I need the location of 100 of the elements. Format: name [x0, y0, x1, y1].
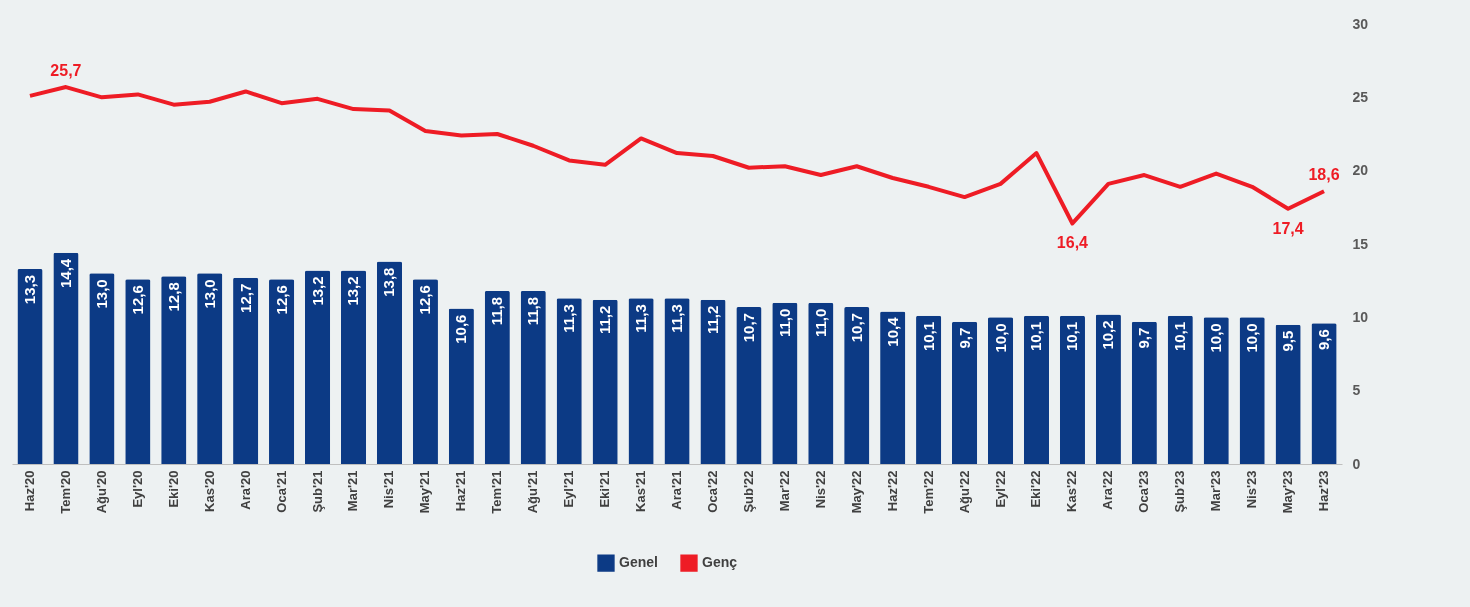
x-tick-label: Şub'23 [1172, 470, 1188, 513]
x-tick-label: Mar'21 [345, 470, 361, 512]
data-label: 10,1 [1171, 321, 1189, 352]
x-tick-label: Eki'21 [597, 470, 613, 508]
bar [376, 261, 403, 464]
x-tick-label: Mar'23 [1208, 470, 1224, 512]
x-tick-label: Haz'20 [21, 470, 37, 512]
data-label: 11,2 [596, 305, 614, 335]
y-tick-label: 5 [1352, 382, 1361, 399]
bar [880, 311, 906, 464]
data-label: 12,6 [128, 285, 146, 315]
data-label: 9,6 [1315, 329, 1333, 351]
bar [89, 273, 115, 464]
data-label: 13,0 [92, 279, 110, 309]
bar [269, 279, 295, 464]
data-label: 11,0 [775, 308, 793, 338]
data-label: 11,8 [524, 296, 542, 326]
bar [484, 290, 510, 464]
data-label: 13,3 [20, 274, 38, 305]
bar [161, 276, 187, 464]
bar [1023, 315, 1050, 464]
x-tick-label: Oca'22 [704, 470, 720, 513]
data-label: 11,3 [632, 304, 650, 333]
data-label: 25,7 [50, 62, 82, 80]
data-label: 14,4 [56, 258, 74, 288]
y-tick-label: 30 [1352, 15, 1369, 32]
x-tick-label: Eki'22 [1028, 470, 1044, 508]
data-label: 11,0 [811, 308, 829, 338]
bar [1239, 317, 1265, 464]
data-label: 17,4 [1272, 219, 1304, 237]
x-tick-label: Kas'22 [1064, 470, 1080, 512]
y-tick-label: 25 [1352, 88, 1369, 105]
x-tick-label: Ağu'21 [525, 470, 541, 514]
data-label: 13,2 [344, 276, 362, 306]
bar [448, 308, 474, 464]
bar [556, 298, 582, 464]
bar [772, 302, 798, 464]
bar [1275, 324, 1301, 464]
x-tick-label: Mar'22 [776, 470, 792, 512]
x-tick-label: Eyl'22 [992, 470, 1008, 508]
bar [1059, 315, 1085, 464]
x-tick-label: Oca'23 [1136, 470, 1152, 513]
data-label: 10,0 [991, 323, 1009, 353]
bar [233, 277, 259, 464]
bar [17, 268, 43, 464]
x-tick-label: Eki'20 [165, 470, 181, 508]
x-tick-label: Nis'21 [381, 470, 397, 509]
bar [125, 279, 151, 464]
data-label: 13,2 [308, 276, 326, 306]
data-label: 18,6 [1308, 166, 1340, 184]
x-tick-label: Ağu'20 [93, 470, 109, 514]
x-tick-label: Ara'21 [669, 470, 684, 510]
bar [1167, 315, 1193, 464]
bar [304, 270, 331, 464]
x-tick-label: Haz'22 [884, 470, 900, 512]
bar [340, 270, 367, 464]
x-tick-label: Nis'22 [812, 470, 828, 509]
y-tick-label: 10 [1352, 308, 1369, 325]
data-label: 11,8 [488, 296, 506, 326]
data-label: 16,4 [1056, 234, 1089, 252]
bar [1131, 321, 1157, 464]
bar [592, 299, 618, 464]
bar [664, 298, 690, 464]
x-tick-label: Kas'21 [633, 470, 649, 512]
x-tick-label: Şub'22 [740, 470, 756, 513]
bar [412, 279, 438, 464]
x-tick-label: Ağu'22 [956, 470, 972, 514]
bar [628, 298, 654, 464]
x-tick-label: May'23 [1280, 470, 1296, 514]
data-label: 12,6 [272, 285, 290, 315]
data-label: 10,6 [452, 314, 470, 344]
bar [916, 315, 942, 464]
data-label: 11,3 [560, 304, 578, 333]
data-label: 10,1 [919, 321, 937, 352]
data-label: 12,8 [164, 282, 182, 312]
x-tick-label: Oca'21 [273, 470, 289, 513]
data-label: 9,7 [955, 327, 973, 349]
y-tick-label: 0 [1352, 455, 1361, 472]
data-label: 13,0 [200, 279, 218, 309]
x-tick-label: Nis'23 [1244, 470, 1260, 509]
x-tick-label: Eyl'21 [561, 470, 577, 508]
data-label: 9,5 [1279, 330, 1297, 352]
bar [844, 307, 870, 464]
data-label: 10,4 [883, 316, 901, 347]
x-tick-label: Haz'21 [453, 470, 469, 512]
data-label: 10,7 [847, 313, 865, 343]
data-label: 12,6 [416, 285, 434, 315]
data-label: 10,1 [1027, 321, 1045, 352]
x-tick-label: May'22 [848, 470, 864, 514]
x-tick-label: Tem'21 [489, 470, 505, 514]
x-tick-label: Ara'20 [237, 470, 253, 510]
x-tick-label: Ara'22 [1100, 470, 1116, 510]
data-label: 10,2 [1099, 320, 1117, 350]
bar [987, 317, 1014, 464]
bar [808, 302, 834, 464]
bar [1203, 317, 1229, 464]
legend-label: Genç [702, 554, 738, 571]
x-tick-label: Tem'22 [920, 470, 936, 514]
x-tick-label: Eyl'20 [129, 470, 145, 508]
data-label: 10,0 [1207, 323, 1225, 353]
